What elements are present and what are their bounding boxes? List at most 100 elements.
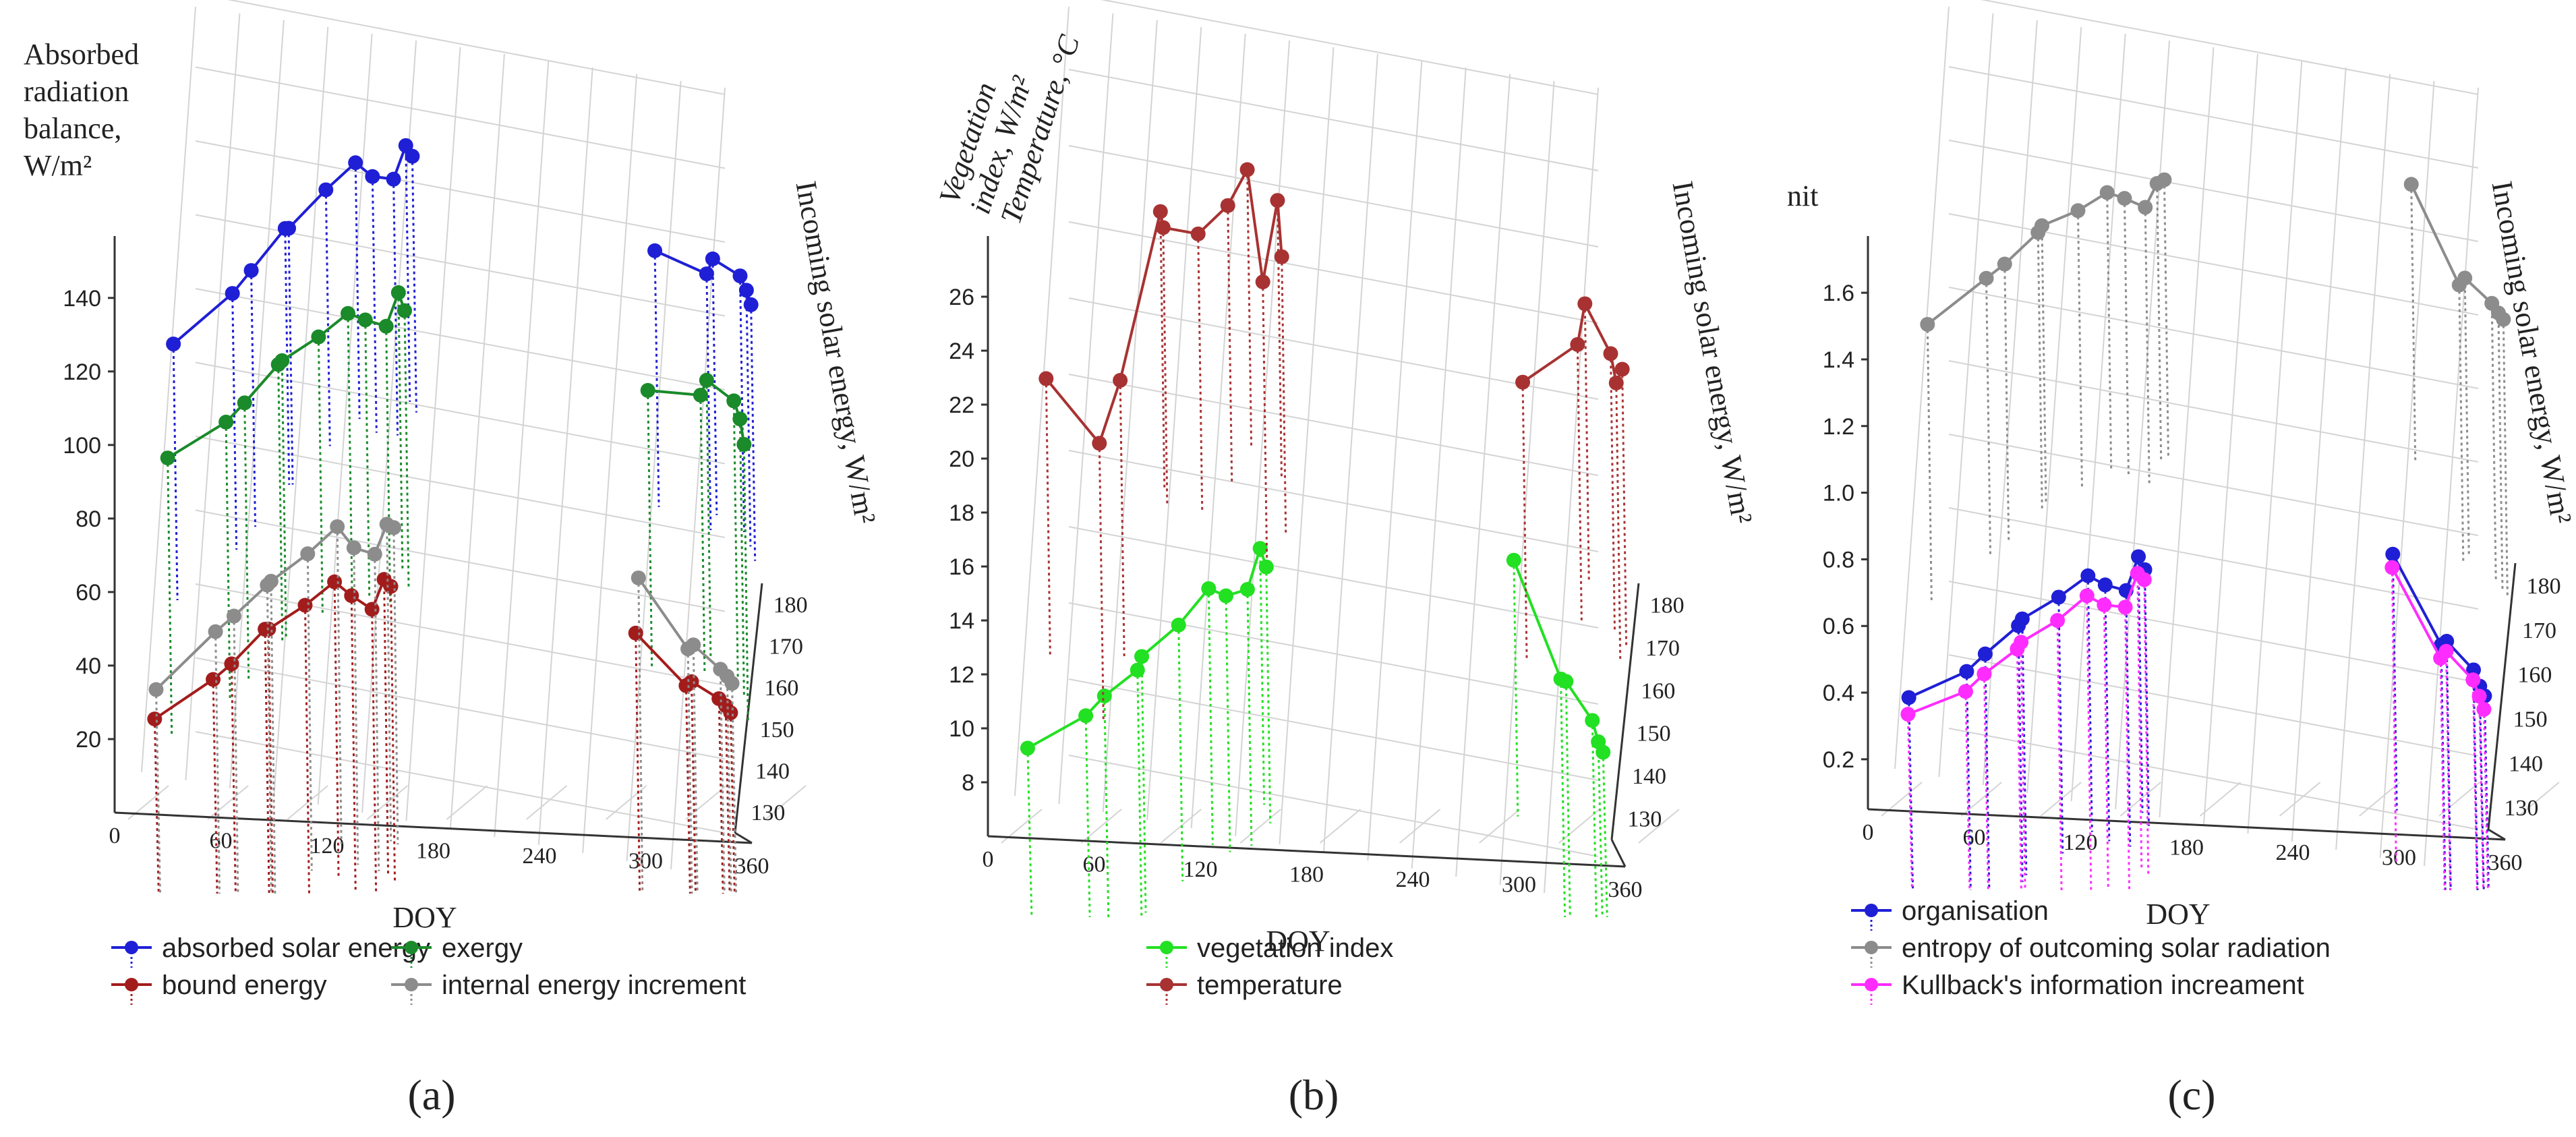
data-point: [147, 711, 163, 727]
data-point: [1255, 274, 1270, 289]
drop-line: [2439, 658, 2446, 891]
drop-line: [353, 548, 359, 865]
y2-tick-label: 140: [2509, 751, 2543, 776]
data-point: [2384, 560, 2400, 575]
data-point: [1570, 337, 1585, 352]
data-point: [1977, 646, 1993, 662]
data-point: [346, 540, 361, 556]
grid-back: [1881, 0, 2560, 867]
x-axis-title: DOY: [392, 901, 457, 934]
y-tick-label: 20: [76, 727, 101, 753]
legend-label: exergy: [442, 933, 523, 963]
drop-line: [1140, 656, 1147, 913]
drop-line: [317, 337, 324, 614]
data-point: [1220, 198, 1235, 213]
drop-line: [1103, 695, 1110, 918]
data-point: [699, 266, 714, 282]
series-organisation: [1901, 546, 2492, 891]
panel-label-b: (b): [1289, 1071, 1339, 1119]
y-tick-label: 60: [76, 580, 101, 606]
y-tick-label: 1.0: [1823, 481, 1854, 506]
series-line: [1908, 553, 2146, 699]
data-point: [2117, 191, 2132, 206]
data-point: [226, 608, 241, 624]
data-point: [2136, 572, 2152, 587]
legend: vegetation index temperature: [1146, 933, 1393, 1005]
drop-line: [2497, 313, 2504, 590]
drop-line: [411, 156, 417, 413]
x-tick-label: 0: [109, 823, 121, 848]
data-point: [2014, 611, 2030, 626]
y2-tick-label: 170: [2522, 618, 2556, 643]
x-tick-label: 120: [310, 834, 345, 858]
drop-line: [1985, 278, 1992, 555]
x-tick-label: 60: [1963, 825, 1986, 850]
data-point: [2157, 172, 2172, 187]
data-point: [1958, 684, 1973, 699]
drop-line: [686, 649, 693, 894]
data-point: [2099, 185, 2115, 200]
drop-line: [731, 683, 738, 894]
drop-line: [303, 605, 310, 894]
drop-line: [2123, 198, 2130, 475]
x-tick-label: 240: [1396, 867, 1430, 892]
legend-item: vegetation index: [1146, 933, 1393, 968]
drop-line: [392, 527, 399, 845]
legend-item: absorbed solar energy: [111, 933, 430, 968]
data-point: [684, 674, 699, 689]
drop-line: [250, 270, 257, 527]
y-tick-label: 0.4: [1823, 680, 1854, 706]
y-tick-label: 40: [76, 653, 101, 679]
legend-item: internal energy increment: [391, 970, 746, 1005]
drop-line: [1965, 671, 1972, 891]
panel-label-c: (c): [2167, 1071, 2215, 1119]
drop-line: [2391, 567, 2397, 865]
x-tick-label: 300: [628, 849, 663, 874]
data-point: [327, 574, 343, 589]
drop-line: [2076, 210, 2083, 488]
grid-back: [127, 0, 807, 870]
y-tick-label: 1.4: [1823, 347, 1854, 373]
x-tick-label: 0: [1863, 820, 1874, 845]
data-point: [1558, 674, 1574, 689]
series-line: [1026, 544, 1268, 750]
data-point: [344, 588, 359, 604]
series-vegetation-index: [1020, 541, 1611, 918]
drop-line: [2017, 625, 2024, 882]
data-point: [390, 285, 406, 300]
data-point: [1252, 541, 1268, 556]
drop-line: [2086, 575, 2093, 832]
x-tick-label: 360: [2488, 850, 2523, 875]
data-point: [640, 382, 655, 398]
y2-tick-label: 160: [764, 676, 798, 701]
data-point: [225, 286, 240, 301]
drop-line: [2104, 585, 2111, 842]
data-point: [2080, 568, 2096, 583]
y-tick-label: 18: [949, 500, 974, 526]
data-point: [738, 283, 754, 298]
legend-label: organisation: [1902, 896, 2049, 926]
x-tick-label: 120: [2063, 830, 2098, 855]
data-point: [1096, 689, 1112, 704]
data-point: [699, 372, 714, 388]
data-point: [367, 546, 382, 562]
data-point: [378, 318, 394, 334]
data-point: [1190, 226, 1206, 241]
data-point: [647, 243, 663, 258]
drop-line: [1136, 670, 1143, 918]
data-point: [1997, 256, 2012, 272]
y-axis-title: nit: [1787, 179, 1818, 212]
data-point: [300, 546, 316, 562]
drop-line: [306, 554, 313, 871]
data-point: [1219, 588, 1233, 604]
x-axis-title: DOY: [1266, 925, 1330, 958]
data-point: [1977, 666, 1992, 682]
legend-item: Kullback's information increament: [1851, 970, 2304, 1005]
drop-line: [403, 310, 410, 587]
drop-line: [2471, 680, 2478, 891]
data-point: [1113, 373, 1128, 388]
drop-line: [324, 190, 331, 446]
drop-line: [1045, 378, 1051, 655]
drop-line: [264, 629, 270, 894]
drop-line: [1513, 560, 1519, 817]
